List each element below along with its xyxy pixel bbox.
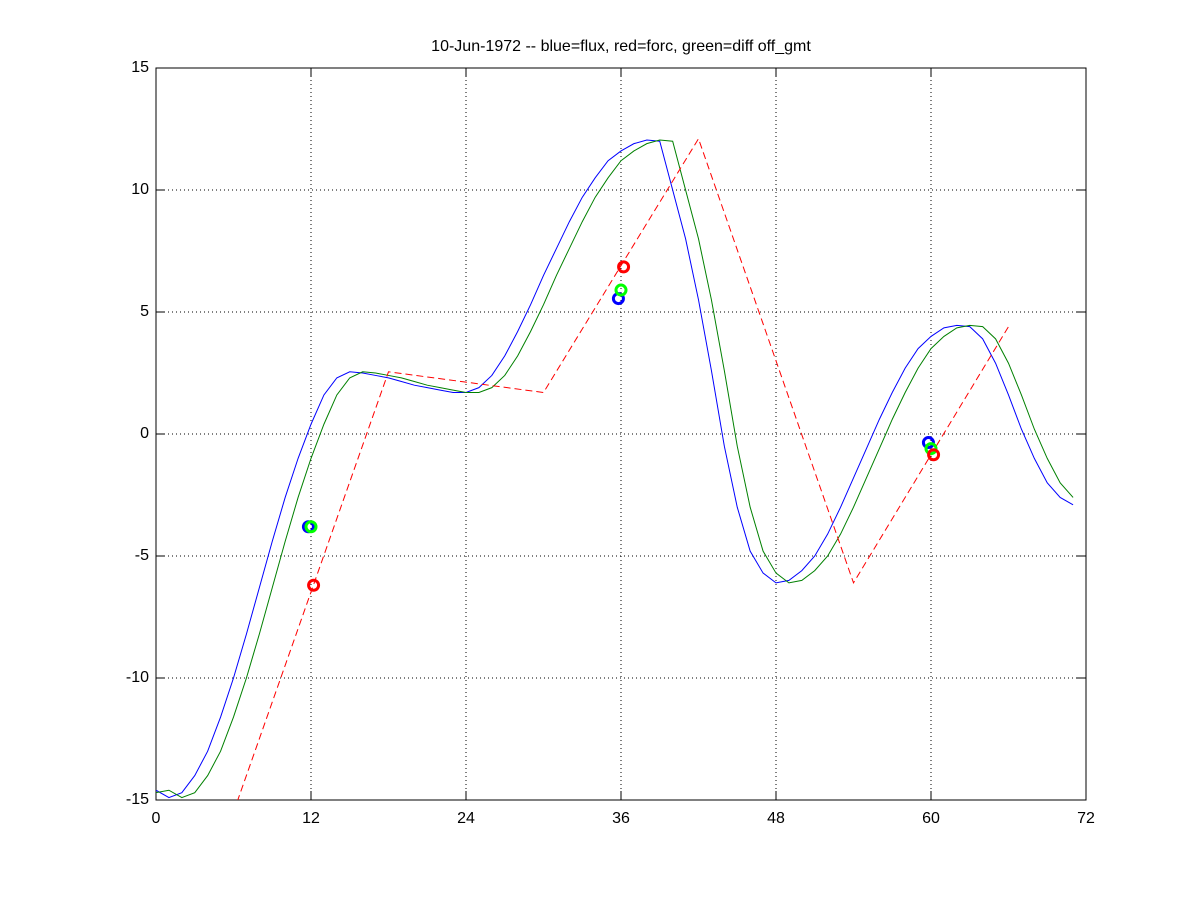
line-series bbox=[237, 137, 1009, 800]
y-tick-label: 5 bbox=[140, 303, 149, 320]
y-tick-label: -5 bbox=[135, 547, 149, 564]
y-tick-label: 0 bbox=[140, 425, 149, 442]
marker bbox=[307, 578, 321, 592]
line-series bbox=[156, 139, 1074, 799]
axes-box bbox=[155, 67, 1087, 801]
marker bbox=[617, 260, 631, 274]
x-tick-label: 48 bbox=[767, 810, 785, 827]
marker bbox=[921, 436, 935, 450]
marker bbox=[304, 520, 318, 534]
x-tick-label: 36 bbox=[612, 810, 630, 827]
marker bbox=[614, 283, 628, 297]
y-tick-label: -15 bbox=[126, 791, 149, 808]
x-tick-label: 60 bbox=[922, 810, 940, 827]
line-series bbox=[156, 139, 1074, 799]
y-tick-label: 10 bbox=[131, 181, 149, 198]
plot-layer bbox=[156, 137, 1074, 800]
x-tick-label: 12 bbox=[302, 810, 320, 827]
y-tick-label: -10 bbox=[126, 669, 149, 686]
marker bbox=[924, 442, 938, 456]
marker bbox=[927, 448, 941, 462]
x-tick-label: 72 bbox=[1077, 810, 1095, 827]
y-tick-label: 15 bbox=[131, 59, 149, 76]
chart-title: 10-Jun-1972 -- blue=flux, red=forc, gree… bbox=[431, 38, 811, 55]
x-tick-label: 0 bbox=[152, 810, 161, 827]
x-tick-label: 24 bbox=[457, 810, 475, 827]
